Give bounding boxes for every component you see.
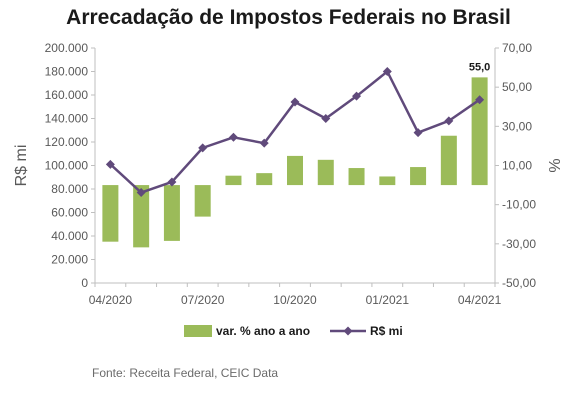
bar	[348, 168, 365, 186]
legend-label-bar: var. % ano a ano	[216, 324, 310, 338]
line-point	[136, 188, 146, 198]
data-label: 55,0	[469, 61, 490, 73]
y-right-tick-label: 70,00	[502, 41, 532, 55]
x-tick-label: 07/2020	[181, 293, 225, 307]
bar	[440, 135, 457, 186]
source-note: Fonte: Receita Federal, CEIC Data	[92, 366, 279, 380]
y-left-tick-label: 180.000	[45, 65, 89, 79]
legend-label-line: R$ mi	[370, 324, 403, 338]
y-left-tick-label: 140.000	[45, 112, 89, 126]
line-point	[475, 95, 485, 105]
y-left-tick-label: 200.000	[45, 41, 89, 55]
y-axis-right-title: %	[547, 158, 564, 172]
legend-swatch-bar	[184, 325, 212, 337]
bar	[102, 185, 119, 242]
line-point	[105, 159, 115, 169]
legend-swatch-marker	[343, 326, 353, 336]
chart-title: Arrecadação de Impostos Federais no Bras…	[66, 6, 511, 29]
line-point	[167, 177, 177, 187]
line-point	[352, 91, 362, 101]
x-tick-label: 01/2021	[366, 293, 410, 307]
line-point	[290, 97, 300, 107]
y-left-tick-label: 120.000	[45, 135, 89, 149]
bar	[471, 77, 488, 186]
x-tick-label: 04/2021	[458, 293, 502, 307]
y-left-tick-label: 40.000	[51, 229, 88, 243]
bar	[256, 173, 273, 186]
y-right-tick-label: 50,00	[502, 80, 532, 94]
line-point	[413, 128, 423, 138]
bar	[410, 167, 427, 186]
bar	[379, 176, 396, 186]
line-point	[259, 138, 269, 148]
bar	[225, 175, 242, 186]
line-point	[444, 116, 454, 126]
y-right-tick-label: 30,00	[502, 119, 532, 133]
line-point	[228, 132, 238, 142]
bar	[163, 185, 180, 241]
x-tick-label: 04/2020	[89, 293, 133, 307]
bar	[194, 185, 211, 217]
line-point	[321, 114, 331, 123]
y-left-tick-label: 20.000	[51, 253, 88, 267]
bar	[317, 159, 334, 186]
y-left-tick-label: 100.000	[45, 159, 89, 173]
line-point	[198, 143, 208, 153]
bar	[133, 185, 150, 248]
y-left-tick-label: 80.000	[51, 182, 88, 196]
y-right-tick-label: -30,00	[502, 237, 536, 251]
line-point	[382, 67, 392, 76]
y-right-tick-label: -50,00	[502, 276, 536, 290]
bar	[287, 155, 303, 186]
x-tick-label: 10/2020	[273, 293, 317, 307]
y-axis-left-title: R$ mi	[13, 145, 30, 187]
y-left-tick-label: 0	[81, 276, 88, 290]
y-right-tick-label: 10,00	[502, 159, 532, 173]
y-left-tick-label: 60.000	[51, 206, 88, 220]
y-left-tick-label: 160.000	[45, 88, 89, 102]
y-right-tick-label: -10,00	[502, 198, 536, 212]
